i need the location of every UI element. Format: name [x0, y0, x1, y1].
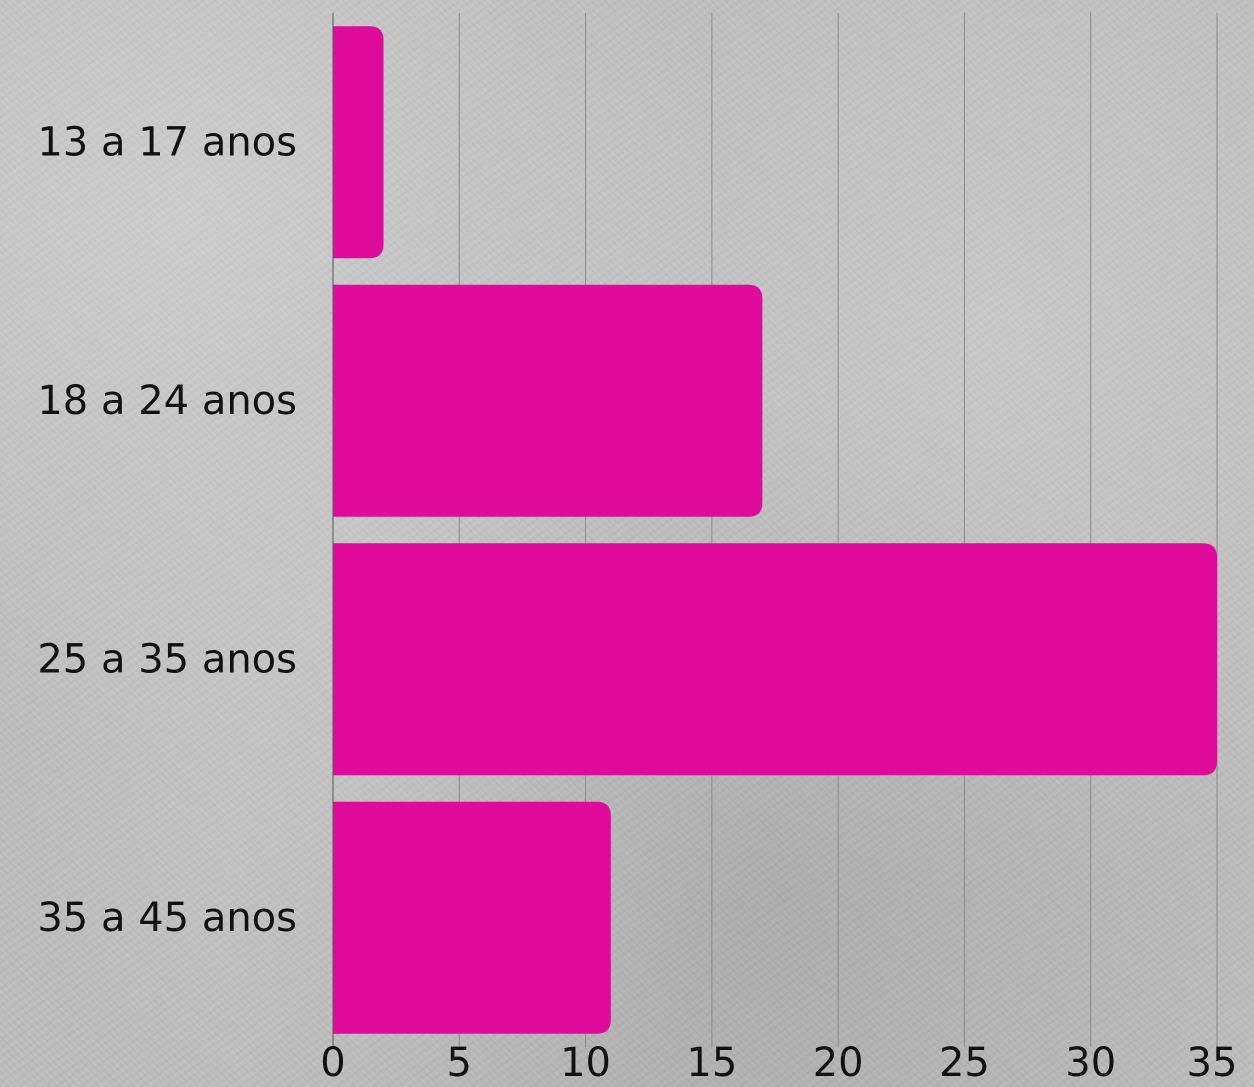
category-label: 13 a 17 anos [37, 119, 297, 165]
bar-25-a-35-anos [333, 543, 1217, 776]
x-tick-label: 20 [813, 1040, 864, 1086]
x-tick-label: 25 [939, 1040, 990, 1086]
category-label: 25 a 35 anos [37, 636, 297, 682]
bars [333, 26, 1217, 1034]
x-tick-label: 15 [686, 1040, 737, 1086]
category-label: 18 a 24 anos [37, 378, 297, 424]
x-tick-labels: 0 5 10 15 20 25 30 35 [320, 1040, 1237, 1086]
bar-13-a-17-anos [333, 26, 384, 259]
category-label: 35 a 45 anos [37, 895, 297, 941]
x-tick-label: 5 [447, 1040, 472, 1086]
category-labels: 13 a 17 anos 18 a 24 anos 25 a 35 anos 35 a… [37, 119, 297, 941]
bar-35-a-45-anos [333, 801, 611, 1034]
x-tick-label: 35 [1187, 1040, 1238, 1086]
x-tick-label: 30 [1065, 1040, 1116, 1086]
gridlines [458, 13, 1218, 1047]
bar-18-a-24-anos [333, 284, 763, 517]
x-tick-label: 0 [320, 1040, 345, 1086]
x-tick-label: 10 [560, 1040, 611, 1086]
